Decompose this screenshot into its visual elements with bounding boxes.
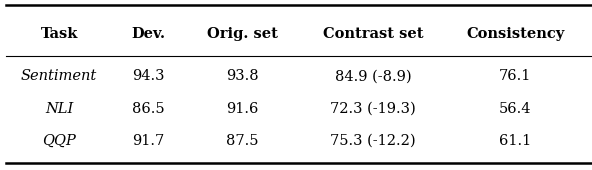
Text: 76.1: 76.1 xyxy=(499,70,531,83)
Text: 94.3: 94.3 xyxy=(132,70,164,83)
Text: 56.4: 56.4 xyxy=(499,102,531,116)
Text: NLI: NLI xyxy=(45,102,73,116)
Text: 75.3 (-12.2): 75.3 (-12.2) xyxy=(330,134,416,148)
Text: QQP: QQP xyxy=(42,134,76,148)
Text: 84.9 (-8.9): 84.9 (-8.9) xyxy=(334,70,411,83)
Text: 91.7: 91.7 xyxy=(132,134,164,148)
Text: Task: Task xyxy=(40,27,78,41)
Text: Contrast set: Contrast set xyxy=(323,27,423,41)
Text: 91.6: 91.6 xyxy=(227,102,259,116)
Text: 87.5: 87.5 xyxy=(227,134,259,148)
Text: 72.3 (-19.3): 72.3 (-19.3) xyxy=(330,102,416,116)
Text: 61.1: 61.1 xyxy=(499,134,531,148)
Text: Consistency: Consistency xyxy=(466,27,564,41)
Text: Sentiment: Sentiment xyxy=(21,70,97,83)
Text: 93.8: 93.8 xyxy=(226,70,259,83)
Text: Dev.: Dev. xyxy=(131,27,165,41)
Text: 86.5: 86.5 xyxy=(131,102,165,116)
Text: Orig. set: Orig. set xyxy=(207,27,278,41)
